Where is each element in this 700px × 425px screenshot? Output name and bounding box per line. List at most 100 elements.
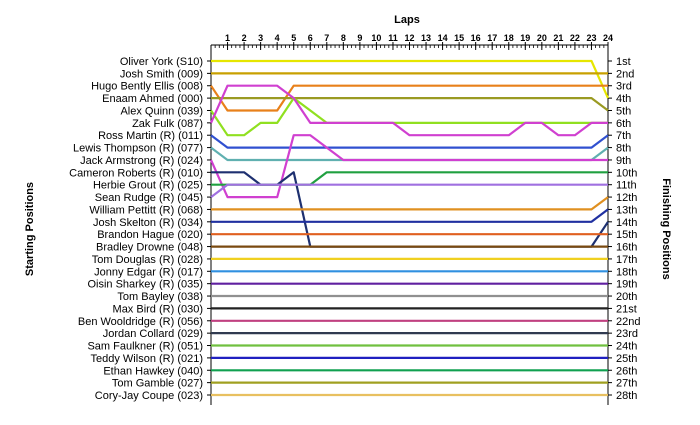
series-line-11 bbox=[211, 171, 608, 186]
lap-tick-label: 23 bbox=[586, 33, 596, 43]
starting-position-label: Brandon Hague (020) bbox=[97, 229, 203, 241]
lap-tick-label: 12 bbox=[404, 33, 414, 43]
finishing-position-label: 14th bbox=[616, 217, 637, 229]
series-line-6 bbox=[209, 84, 608, 137]
lap-tick-label: 9 bbox=[357, 33, 362, 43]
finishing-position-label: 6th bbox=[616, 118, 631, 130]
lap-tick-label: 8 bbox=[341, 33, 346, 43]
finishing-position-label: 24th bbox=[616, 341, 637, 353]
finishing-position-label: 19th bbox=[616, 279, 637, 291]
lap-tick-label: 16 bbox=[471, 33, 481, 43]
starting-position-label: Sam Faulkner (R) (051) bbox=[87, 341, 203, 353]
starting-position-label: Zak Fulk (087) bbox=[132, 118, 203, 130]
lap-tick-label: 18 bbox=[504, 33, 514, 43]
finishing-position-label: 17th bbox=[616, 254, 637, 266]
finishing-position-label: 11th bbox=[616, 180, 637, 192]
lap-tick-label: 6 bbox=[308, 33, 313, 43]
lap-tick-label: 1 bbox=[225, 33, 230, 43]
starting-position-label: Hugo Bently Ellis (008) bbox=[91, 81, 203, 93]
finishing-position-label: 7th bbox=[616, 130, 631, 142]
finishing-position-label: 28th bbox=[616, 390, 637, 402]
starting-position-label: Tom Bayley (038) bbox=[117, 291, 203, 303]
starting-position-label: Jonny Edgar (R) (017) bbox=[94, 266, 203, 278]
starting-position-label: Cory-Jay Coupe (023) bbox=[95, 390, 203, 402]
finishing-position-label: 9th bbox=[616, 155, 631, 167]
lap-tick-label: 10 bbox=[371, 33, 381, 43]
starting-position-label: Josh Skelton (R) (034) bbox=[93, 217, 203, 229]
y-axis-right-title: Finishing Positions bbox=[660, 178, 672, 279]
starting-position-label: Oisin Sharkey (R) (035) bbox=[87, 279, 203, 291]
finishing-position-label: 26th bbox=[616, 365, 637, 377]
series-line-1 bbox=[211, 59, 610, 99]
lap-tick-label: 21 bbox=[553, 33, 563, 43]
finishing-position-label: 10th bbox=[616, 167, 637, 179]
lap-tick-label: 13 bbox=[421, 33, 431, 43]
starting-position-label: Max Bird (R) (030) bbox=[113, 303, 203, 315]
starting-position-label: Jack Armstrong (R) (024) bbox=[80, 155, 203, 167]
lap-tick-label: 17 bbox=[487, 33, 497, 43]
y-axis-left-title: Starting Positions bbox=[24, 182, 36, 276]
lap-tick-label: 14 bbox=[438, 33, 448, 43]
lap-tick-label: 15 bbox=[454, 33, 464, 43]
series-line-13 bbox=[211, 196, 609, 211]
starting-position-label: Tom Gamble (027) bbox=[112, 378, 203, 390]
starting-position-label: Sean Rudge (R) (045) bbox=[95, 192, 203, 204]
finishing-position-label: 8th bbox=[616, 143, 631, 155]
finishing-position-label: 22nd bbox=[616, 316, 640, 328]
finishing-position-label: 25th bbox=[616, 353, 637, 365]
series-line-9 bbox=[209, 134, 608, 199]
finishing-position-label: 27th bbox=[616, 378, 637, 390]
starting-position-label: Alex Quinn (039) bbox=[120, 105, 203, 117]
lap-tick-label: 19 bbox=[520, 33, 530, 43]
starting-position-label: Ben Wooldridge (R) (056) bbox=[78, 316, 203, 328]
starting-position-label: Jordan Collard (029) bbox=[103, 328, 203, 340]
finishing-position-label: 18th bbox=[616, 266, 637, 278]
starting-position-label: Tom Douglas (R) (028) bbox=[92, 254, 203, 266]
finishing-position-label: 1st bbox=[616, 56, 631, 68]
series-line-12 bbox=[210, 183, 608, 198]
finishing-position-label: 12th bbox=[616, 192, 637, 204]
starting-position-label: Oliver York (S10) bbox=[120, 56, 203, 68]
lap-tick-label: 22 bbox=[570, 33, 580, 43]
lap-tick-label: 3 bbox=[258, 33, 263, 43]
finishing-position-label: 23rd bbox=[616, 328, 638, 340]
position-labels: Oliver York (S10)Josh Smith (009)Hugo Be… bbox=[69, 56, 640, 402]
series-line-7 bbox=[210, 134, 609, 149]
starting-position-label: Bradley Drowne (048) bbox=[96, 242, 203, 254]
lap-tick-label: 7 bbox=[324, 33, 329, 43]
lap-tick-label: 20 bbox=[537, 33, 547, 43]
starting-position-label: Lewis Thompson (R) (077) bbox=[73, 143, 203, 155]
lap-tick-label: 2 bbox=[242, 33, 247, 43]
finishing-position-label: 15th bbox=[616, 229, 637, 241]
finishing-position-label: 20th bbox=[616, 291, 637, 303]
starting-position-label: William Pettitt (R) (068) bbox=[89, 204, 203, 216]
lap-tick-label: 11 bbox=[388, 33, 398, 43]
finishing-position-label: 2nd bbox=[616, 68, 634, 80]
starting-position-label: Ross Martin (R) (011) bbox=[98, 130, 203, 142]
lap-tick-label: 4 bbox=[275, 33, 280, 43]
starting-position-label: Josh Smith (009) bbox=[120, 68, 203, 80]
series-line-8 bbox=[210, 146, 609, 162]
finishing-position-label: 13th bbox=[616, 204, 637, 216]
finishing-position-label: 3rd bbox=[616, 81, 632, 93]
starting-position-label: Ethan Hawkey (040) bbox=[103, 365, 203, 377]
series-lines bbox=[209, 59, 610, 397]
lap-tick-label: 24 bbox=[603, 33, 613, 43]
finishing-position-label: 21st bbox=[616, 303, 637, 315]
starting-position-label: Enaam Ahmed (000) bbox=[102, 93, 203, 105]
starting-position-label: Cameron Roberts (R) (010) bbox=[69, 167, 203, 179]
finishing-position-label: 4th bbox=[616, 93, 631, 105]
series-line-3 bbox=[210, 84, 608, 112]
starting-position-label: Teddy Wilson (R) (021) bbox=[91, 353, 203, 365]
lap-tick-label: 5 bbox=[291, 33, 296, 43]
axes: 1 2 3 4 5 6 7 8 9 10 11 12 13 14 15 16 17 18 19 20 21 22 23 24 bbox=[207, 33, 613, 405]
starting-position-label: Herbie Grout (R) (025) bbox=[93, 180, 203, 192]
series-line-5 bbox=[210, 96, 608, 137]
x-axis-title: Laps bbox=[394, 14, 420, 26]
finishing-position-label: 5th bbox=[616, 105, 631, 117]
series-line-14 bbox=[211, 208, 609, 223]
series-line-4 bbox=[211, 96, 609, 112]
finishing-position-label: 16th bbox=[616, 242, 637, 254]
